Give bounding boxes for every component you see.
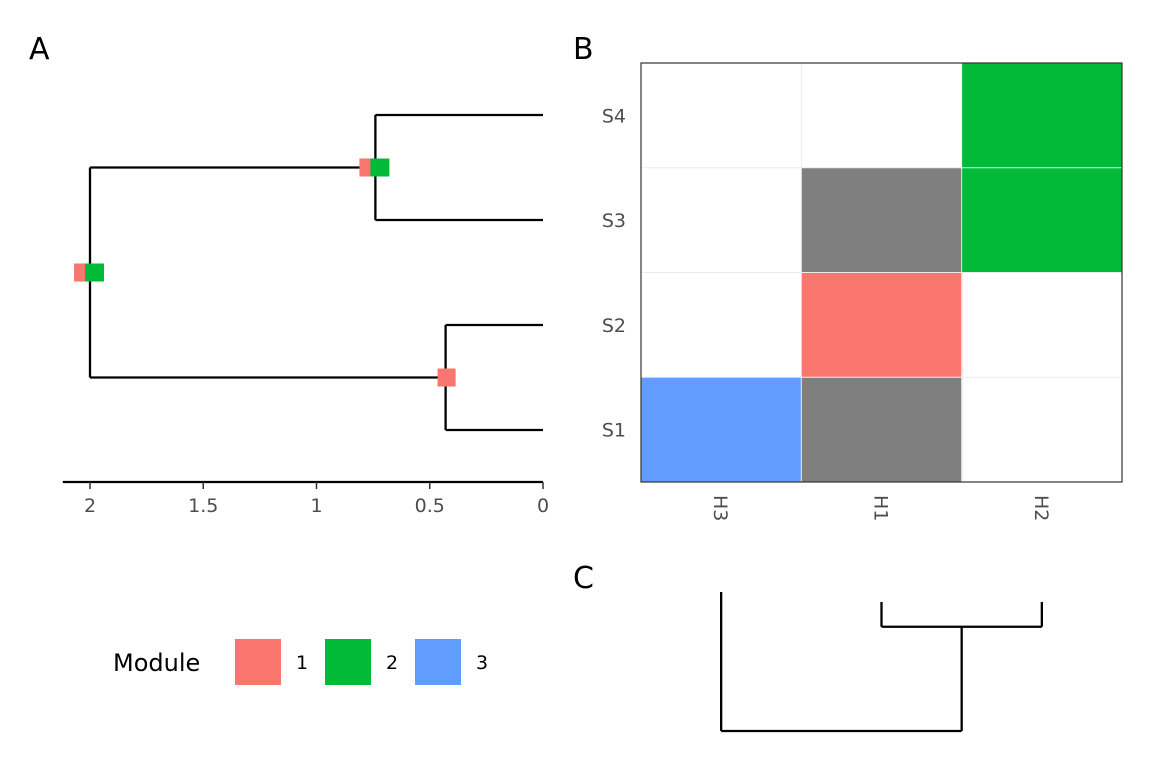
legend-items: 1 2 3 [235, 639, 488, 685]
node-module-marker [359, 158, 374, 177]
panel-label-b: B [573, 32, 594, 67]
panel-c-tree [720, 592, 1043, 733]
node-module-marker [370, 158, 390, 177]
y-axis-labels: S1 S2 S3 S4 [602, 105, 626, 441]
heatmap-cell [961, 63, 1123, 169]
legend-label: 3 [476, 652, 488, 674]
panel-b-heatmap: S1 S2 S3 S4 H3 H1 H2 [602, 62, 1123, 521]
heatmap-border [640, 62, 1123, 483]
x-tick-label: 1.5 [188, 495, 218, 517]
legend-swatch [235, 639, 281, 685]
legend-title: Module [113, 649, 200, 677]
x-tick-label: 1 [310, 495, 322, 517]
legend: Module 1 2 3 [113, 639, 488, 685]
x-axis-labels: H3 H1 H2 [709, 495, 1052, 521]
node-module-marker [85, 263, 104, 282]
legend-label: 2 [386, 652, 398, 674]
heatmap-cell [801, 272, 963, 378]
legend-swatch [325, 639, 371, 685]
heatmap-cells [641, 63, 1123, 483]
panel-label-c: C [573, 561, 594, 596]
x-axis: 2 1.5 1 0.5 0 [62, 480, 549, 517]
y-tick-label: S2 [602, 315, 626, 337]
x-tick-label: 2 [84, 495, 96, 517]
y-tick-label: S3 [602, 210, 626, 232]
node-module-markers [74, 158, 456, 387]
x-tick-label: 0 [537, 495, 549, 517]
x-tick-label: H3 [709, 495, 731, 521]
y-tick-label: S1 [602, 420, 626, 442]
x-tick-label: H1 [870, 495, 892, 521]
node-module-marker [437, 368, 456, 387]
heatmap-grid [641, 63, 1122, 482]
heatmap-cell [801, 377, 963, 483]
y-tick-label: S4 [602, 105, 626, 127]
x-tick-label: 0.5 [415, 495, 445, 517]
legend-swatch [415, 639, 461, 685]
panel-a-tree: 2 1.5 1 0.5 0 [62, 113, 549, 517]
panel-label-a: A [29, 32, 50, 67]
heatmap-cell [641, 377, 802, 483]
heatmap-cell [961, 167, 1123, 273]
legend-label: 1 [296, 652, 308, 674]
x-tick-label: H2 [1030, 495, 1052, 521]
node-module-marker [74, 263, 88, 282]
tree-edges [88, 113, 543, 432]
heatmap-cell [801, 167, 963, 273]
